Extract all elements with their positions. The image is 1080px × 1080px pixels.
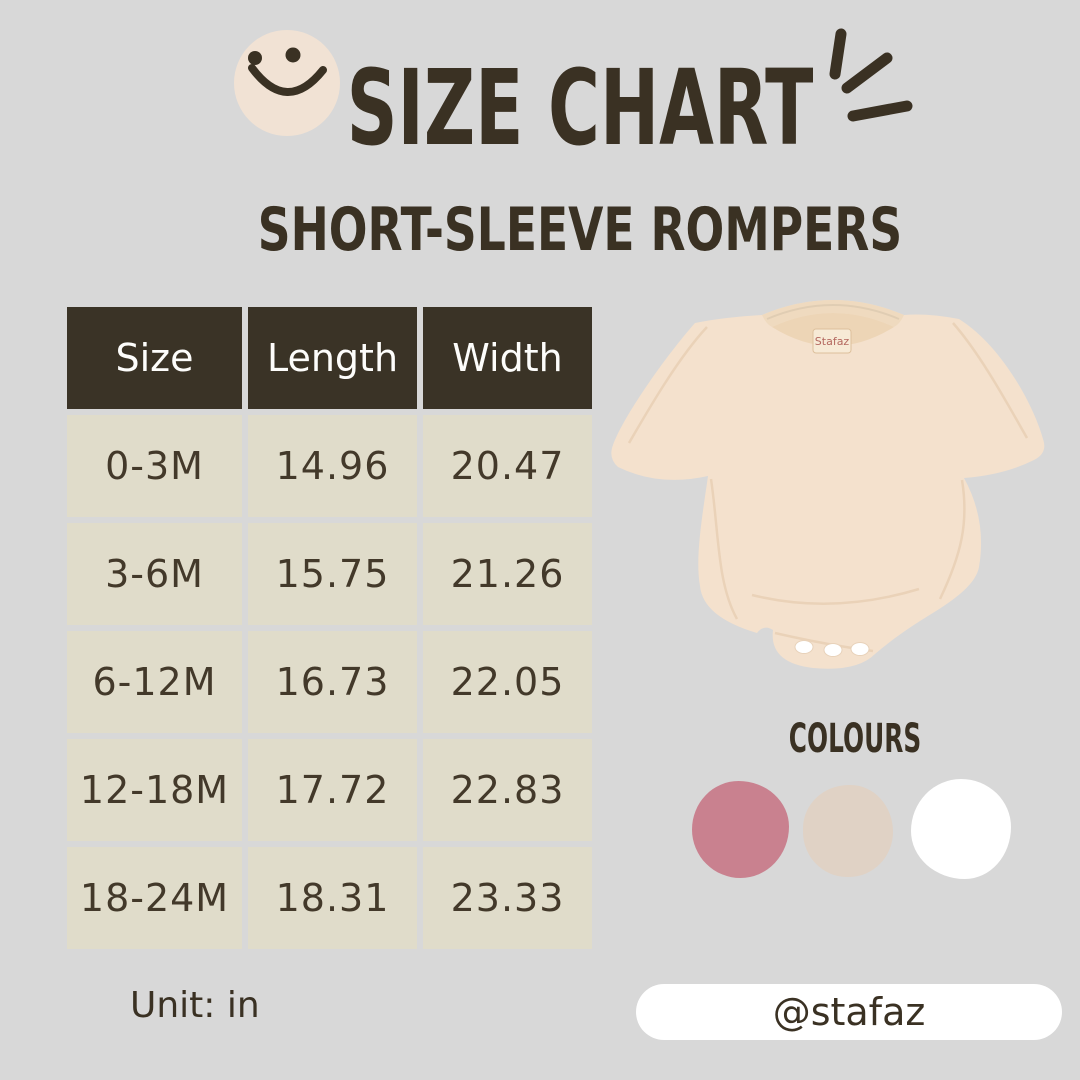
romper-body	[611, 300, 1045, 669]
sparkle-strokes-icon	[829, 28, 913, 122]
size-table: Size Length Width 0-3M 14.96 20.47 3-6M …	[67, 307, 592, 949]
social-handle-text: @stafaz	[772, 990, 926, 1034]
table-cell-length: 15.75	[248, 523, 417, 625]
colour-swatch-white	[911, 779, 1011, 879]
table-cell-width: 23.33	[423, 847, 592, 949]
neck-tag: Stafaz	[812, 328, 852, 354]
snap-icon	[850, 642, 870, 656]
table-cell-width: 20.47	[423, 415, 592, 517]
table-cell-width: 21.26	[423, 523, 592, 625]
romper-product-image: Stafaz	[611, 300, 1045, 669]
page-subtitle: SHORT-SLEEVE ROMPERS	[257, 195, 903, 265]
table-cell-size: 6-12M	[67, 631, 242, 733]
romper-collar	[762, 300, 904, 327]
colour-swatch-beige	[803, 785, 893, 877]
colour-swatch-pink	[692, 781, 789, 878]
table-cell-length: 14.96	[248, 415, 417, 517]
table-cell-width: 22.05	[423, 631, 592, 733]
snap-icon	[823, 643, 843, 657]
snap-icon	[794, 640, 814, 654]
smiley-face-icon	[248, 47, 327, 96]
smiley-circle	[234, 30, 340, 136]
colours-heading: COLOURS	[788, 716, 922, 762]
neck-tag-label: Stafaz	[815, 335, 850, 348]
column-header-size: Size	[67, 307, 242, 409]
column-header-width: Width	[423, 307, 592, 409]
table-cell-width: 22.83	[423, 739, 592, 841]
table-cell-length: 17.72	[248, 739, 417, 841]
table-cell-length: 18.31	[248, 847, 417, 949]
page-title: SIZE CHART	[346, 47, 814, 169]
table-cell-size: 18-24M	[67, 847, 242, 949]
social-handle-pill: @stafaz	[636, 984, 1062, 1040]
snap-buttons	[794, 640, 870, 657]
table-cell-size: 3-6M	[67, 523, 242, 625]
column-header-length: Length	[248, 307, 417, 409]
unit-note: Unit: in	[130, 985, 260, 1026]
table-cell-length: 16.73	[248, 631, 417, 733]
table-cell-size: 0-3M	[67, 415, 242, 517]
table-cell-size: 12-18M	[67, 739, 242, 841]
